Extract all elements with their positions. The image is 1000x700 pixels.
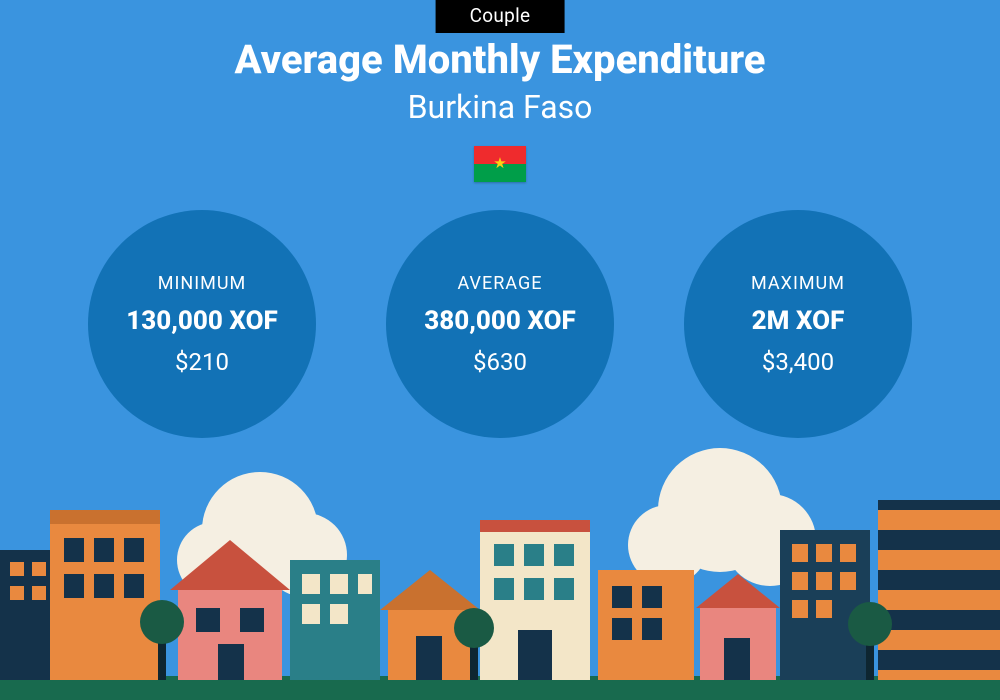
page-title: Average Monthly Expenditure	[0, 36, 1000, 83]
country-subtitle: Burkina Faso	[0, 88, 1000, 126]
stat-label: AVERAGE	[458, 273, 543, 294]
flag-icon: ★	[474, 146, 526, 182]
cityscape-illustration	[0, 440, 1000, 700]
stat-label: MAXIMUM	[751, 273, 845, 294]
stat-sub: $630	[473, 348, 527, 376]
stat-circle-maximum: MAXIMUM 2M XOF $3,400	[684, 210, 912, 438]
stat-circles-row: MINIMUM 130,000 XOF $210 AVERAGE 380,000…	[0, 210, 1000, 438]
stat-main: 380,000 XOF	[424, 306, 576, 336]
stat-main: 130,000 XOF	[126, 306, 278, 336]
stat-sub: $210	[175, 348, 229, 376]
stat-main: 2M XOF	[752, 306, 845, 336]
stat-label: MINIMUM	[158, 273, 246, 294]
stat-circle-minimum: MINIMUM 130,000 XOF $210	[88, 210, 316, 438]
stat-circle-average: AVERAGE 380,000 XOF $630	[386, 210, 614, 438]
category-badge: Couple	[436, 0, 565, 33]
flag-star-icon: ★	[493, 156, 506, 171]
category-badge-text: Couple	[470, 4, 531, 27]
stat-sub: $3,400	[762, 348, 834, 376]
infographic-page: Couple Average Monthly Expenditure Burki…	[0, 0, 1000, 700]
